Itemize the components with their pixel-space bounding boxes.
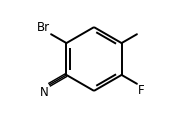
Text: Br: Br: [37, 21, 50, 34]
Text: F: F: [137, 84, 144, 97]
Text: N: N: [40, 86, 49, 99]
